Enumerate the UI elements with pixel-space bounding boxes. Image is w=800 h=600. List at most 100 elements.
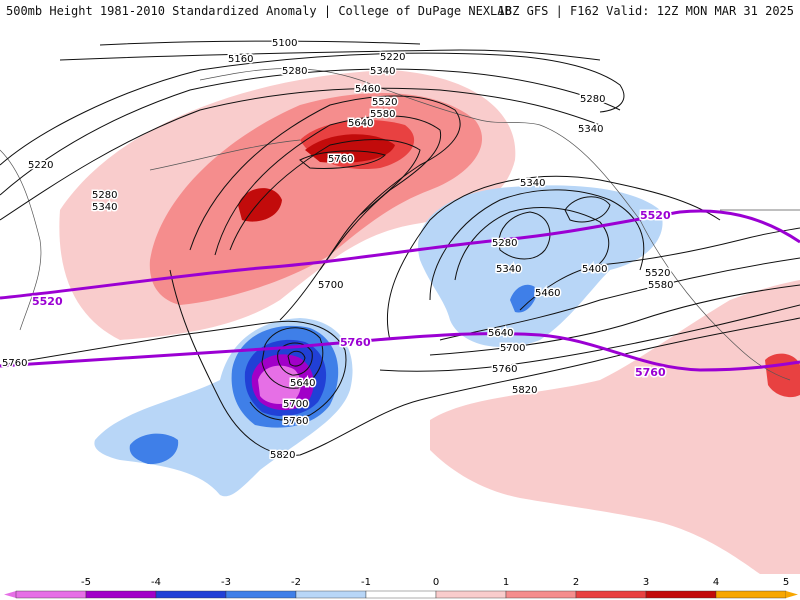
contour-label: 5640 (488, 328, 513, 339)
positive-anomaly-region-pos3b (305, 134, 395, 163)
colorbar-swatch-neg2 (225, 590, 297, 599)
contour-line (169, 269, 800, 456)
reference-labels: 5520 5760 5520 5760 (31, 208, 673, 381)
positive-anomaly-region-pos1-southeast (430, 280, 800, 574)
colorbar-swatch-neg3 (155, 590, 227, 599)
colorbar-swatch-neutral (365, 590, 437, 599)
colorbar-tick-label: 4 (713, 577, 719, 588)
reference-label-5520-east: 5520 (640, 209, 671, 222)
contour-label: 5340 (370, 66, 395, 77)
contour-line (498, 211, 551, 260)
contour-label: 5220 (380, 52, 405, 63)
contour-label: 5280 (580, 94, 605, 105)
contour-label: 5340 (520, 178, 545, 189)
colorbar-tick-label: -5 (81, 577, 91, 588)
contour-label: 5460 (535, 288, 560, 299)
contour-line (429, 284, 800, 356)
colorbar-swatch-pos2 (505, 590, 577, 599)
contour-label: 5700 (500, 343, 525, 354)
colorbar-tick-label: -4 (151, 577, 161, 588)
contour-label: 5580 (370, 109, 395, 120)
coastlines (0, 68, 800, 381)
contour-labels: 5100 5160 5220 5280 5340 5460 5520 5580 … (1, 37, 675, 463)
reference-label-5520-west: 5520 (32, 295, 63, 308)
coastline-asia (0, 149, 42, 331)
colorbar-swatch-neg5 (15, 590, 87, 599)
colorbar-tick-label: -2 (291, 577, 301, 588)
contour-label: 5280 (92, 190, 117, 201)
contour-label: 5340 (496, 264, 521, 275)
coastline-aleutians (149, 139, 301, 171)
contour-label: 5400 (582, 264, 607, 275)
colorbar-tick-label: 0 (433, 577, 439, 588)
header-bar: 500mb Height 1981-2010 Standardized Anom… (0, 0, 800, 23)
contour-label: 5700 (283, 399, 308, 410)
colorbar-swatch-pos1 (435, 590, 507, 599)
anomaly-map: 5100 5160 5220 5280 5340 5460 5520 5580 … (0, 22, 800, 574)
colorbar-arrow-right (786, 591, 798, 598)
contour-line (261, 327, 324, 389)
colorbar-swatches (4, 590, 798, 599)
reference-contours (0, 209, 800, 372)
contour-label: 5280 (492, 238, 517, 249)
contour-line (0, 87, 601, 221)
contour-line (299, 150, 386, 169)
reference-label-5760-central: 5760 (340, 336, 371, 349)
contour-line (0, 52, 625, 166)
coastline-alaska (199, 68, 541, 126)
colorbar-tick-label: -3 (221, 577, 231, 588)
reference-contour-5520 (0, 209, 800, 300)
colorbar-tick-label: 3 (643, 577, 649, 588)
colorbar-swatch-pos3 (575, 590, 647, 599)
colorbar-swatch-neg4 (85, 590, 157, 599)
contour-label: 5640 (290, 378, 315, 389)
colorbar-tick-label: 2 (573, 577, 579, 588)
contour-label: 5460 (355, 84, 380, 95)
negative-anomaly-region-neg1-east (418, 185, 663, 348)
contour-label: 5700 (318, 280, 343, 291)
contour-label: 5100 (272, 38, 297, 49)
contour-line (386, 175, 721, 341)
contour-line (287, 350, 306, 367)
contour-label: 5580 (648, 280, 673, 291)
colorbar-tick-label: -1 (361, 577, 371, 588)
contour-label: 5760 (283, 416, 308, 427)
contour-label: 5820 (270, 450, 295, 461)
contour-line (564, 196, 611, 223)
model-valid-time: 18Z GFS | F162 Valid: 12Z MON MAR 31 202… (497, 4, 794, 18)
contour-line (277, 342, 313, 376)
negative-anomaly-region-neg2-far-west (129, 433, 179, 465)
colorbar: -5 -4 -3 -2 -1 0 1 2 3 4 5 (0, 574, 800, 600)
contour-label: 5520 (645, 268, 670, 279)
colorbar-swatch-pos5 (715, 590, 787, 599)
contour-label: 5520 (372, 97, 397, 108)
contour-line (439, 257, 800, 341)
reference-label-5760-east: 5760 (635, 366, 666, 379)
product-title: 500mb Height 1981-2010 Standardized Anom… (6, 4, 512, 18)
contour-line (0, 68, 621, 196)
contour-label: 5160 (228, 54, 253, 65)
negative-anomaly-region-neg2-east (510, 284, 538, 313)
coastline-west-na (539, 124, 791, 381)
colorbar-swatch-neg1 (295, 590, 367, 599)
colorbar-arrow-left (4, 591, 16, 598)
contour-label: 5340 (92, 202, 117, 213)
contour-line (379, 304, 800, 372)
positive-anomaly-region-pos3c (238, 188, 282, 222)
contour-label: 5760 (492, 364, 517, 375)
contour-label: 5640 (348, 118, 373, 129)
height-contours (0, 40, 800, 456)
colorbar-tick-label: 5 (783, 577, 789, 588)
contour-line (59, 49, 601, 61)
contour-label: 5280 (282, 66, 307, 77)
reference-contour-5760 (0, 332, 800, 372)
contour-label: 5760 (328, 154, 353, 165)
contour-label: 5760 (2, 358, 27, 369)
contour-line (519, 227, 800, 311)
contour-label: 5340 (578, 124, 603, 135)
contour-line (214, 115, 442, 271)
contour-line (99, 40, 421, 46)
colorbar-tick-label: 1 (503, 577, 509, 588)
anomaly-shading (59, 70, 800, 574)
